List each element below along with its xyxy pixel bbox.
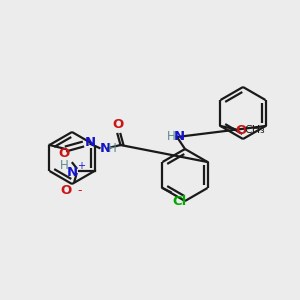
Text: O: O bbox=[60, 184, 71, 197]
Text: N: N bbox=[100, 142, 111, 155]
Text: +: + bbox=[77, 161, 86, 171]
Text: N: N bbox=[85, 136, 96, 149]
Text: H: H bbox=[107, 142, 116, 155]
Text: O: O bbox=[236, 124, 247, 136]
Text: O: O bbox=[58, 147, 70, 160]
Text: H: H bbox=[60, 159, 69, 172]
Text: Cl: Cl bbox=[172, 195, 187, 208]
Text: -: - bbox=[77, 184, 82, 197]
Text: O: O bbox=[113, 118, 124, 131]
Text: N: N bbox=[173, 130, 184, 143]
Text: N: N bbox=[66, 166, 77, 178]
Text: CH₃: CH₃ bbox=[244, 125, 265, 135]
Text: H: H bbox=[167, 130, 176, 143]
